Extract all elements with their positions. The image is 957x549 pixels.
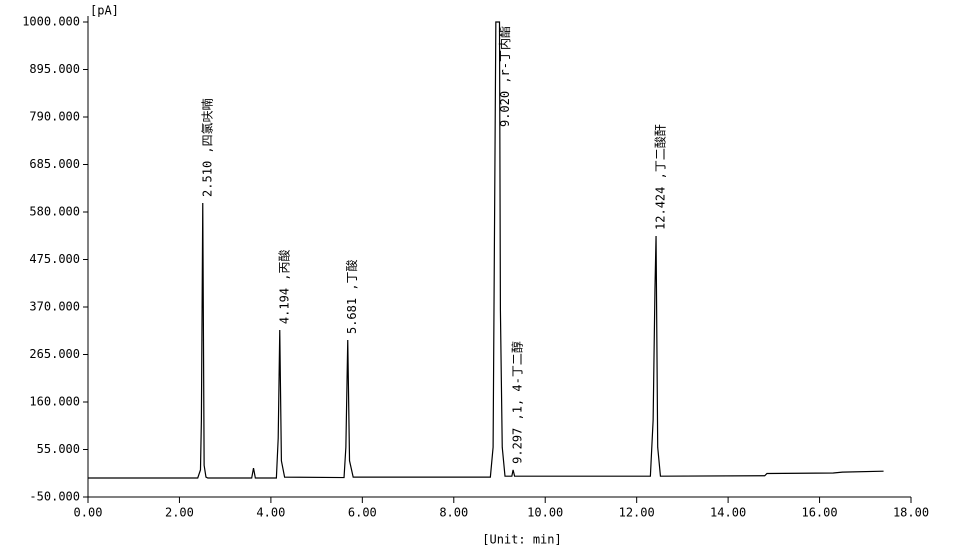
peak-label: 2.510 ,四氯呋喃 xyxy=(199,98,214,197)
peak-label: 4.194 ,丙酸 xyxy=(276,249,291,324)
y-tick-label: 475.000 xyxy=(29,252,80,266)
x-tick-label: 0.00 xyxy=(74,506,103,520)
y-axis-label: [pA] xyxy=(90,4,119,18)
y-tick-label: 580.000 xyxy=(29,205,80,219)
y-tick-label: 160.000 xyxy=(29,395,80,409)
y-tick-label: -50.000 xyxy=(29,490,80,504)
peak-label: 9.297 ,1, 4-丁二醇 xyxy=(510,341,525,464)
y-tick-label: 265.000 xyxy=(29,347,80,361)
y-tick-label: 790.000 xyxy=(29,110,80,124)
peak-label: 12.424 ,丁二酸酐 xyxy=(653,124,668,230)
x-axis-label: [Unit: min] xyxy=(482,533,561,547)
x-tick-label: 4.00 xyxy=(256,506,285,520)
peak-label: 5.681 ,丁酸 xyxy=(344,259,359,334)
x-tick-label: 6.00 xyxy=(348,506,377,520)
peak-label: 9.020 ,r-丁内酯 xyxy=(498,26,512,127)
x-tick-label: 12.00 xyxy=(619,506,655,520)
x-tick-label: 10.00 xyxy=(527,506,563,520)
chromatogram-trace xyxy=(88,21,884,479)
x-tick-label: 2.00 xyxy=(165,506,194,520)
x-tick-label: 16.00 xyxy=(801,506,837,520)
x-tick-label: 8.00 xyxy=(439,506,468,520)
y-tick-label: 1000.000 xyxy=(22,15,80,29)
y-tick-label: 895.000 xyxy=(29,62,80,76)
x-tick-label: 14.00 xyxy=(710,506,746,520)
y-tick-label: 685.000 xyxy=(29,157,80,171)
x-tick-label: 18.00 xyxy=(893,506,929,520)
y-tick-label: 370.000 xyxy=(29,300,80,314)
y-tick-label: 55.000 xyxy=(37,442,80,456)
